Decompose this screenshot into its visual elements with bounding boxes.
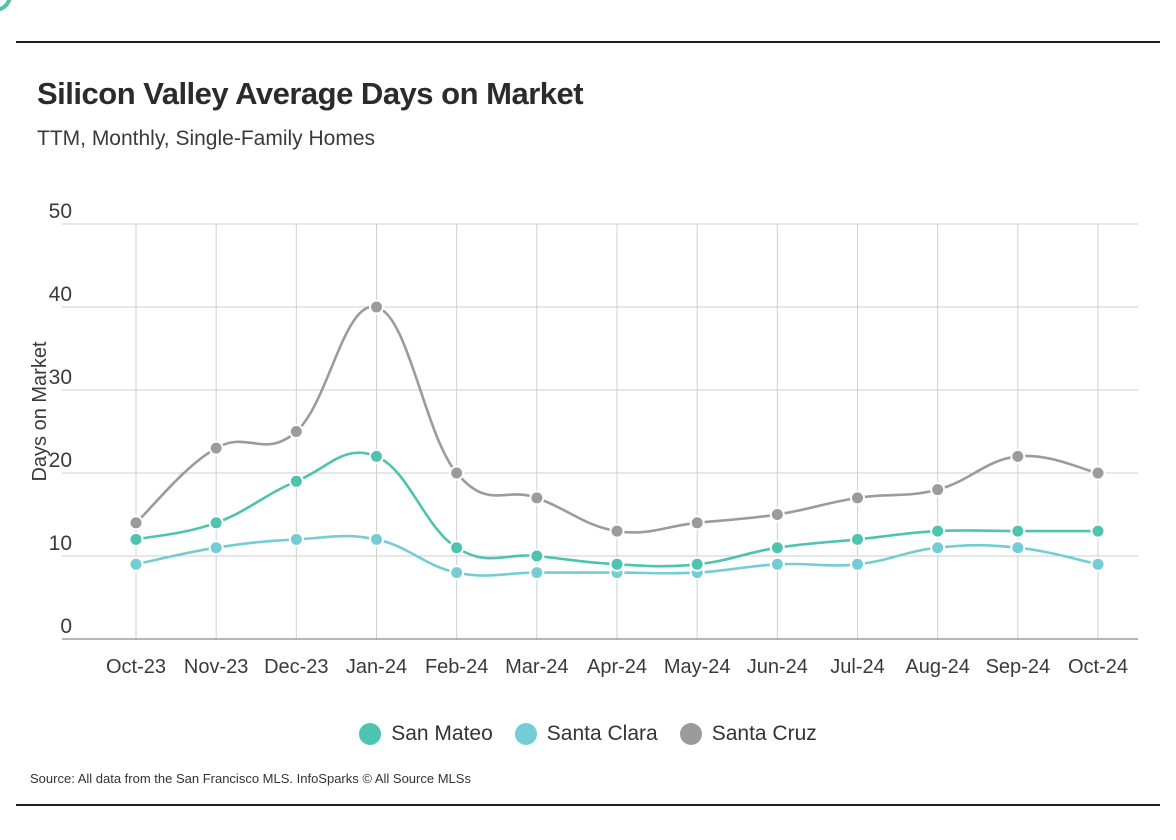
y-tick-label: 30 xyxy=(49,366,72,389)
legend-label-santa-clara: Santa Clara xyxy=(546,722,658,745)
chart-title: Silicon Valley Average Days on Market xyxy=(37,76,584,111)
x-tick-label: Aug-24 xyxy=(905,656,970,678)
x-tick-label: Mar-24 xyxy=(505,656,568,678)
data-point-santa-cruz xyxy=(850,490,865,506)
chart-legend: San Mateo Santa Clara Santa Cruz xyxy=(0,716,1176,752)
data-point-san-mateo xyxy=(529,548,545,564)
data-point-san-mateo xyxy=(369,448,384,464)
data-point-santa-cruz xyxy=(1090,465,1106,481)
data-point-san-mateo xyxy=(609,556,625,572)
x-tick-label: Jan-24 xyxy=(346,656,407,678)
line-chart: 0 10 20 30 40 50 Oct-23 Nov-23 Dec-23 Jan-24 Feb-2… xyxy=(29,200,1138,678)
data-point-santa-clara xyxy=(930,540,946,556)
grid-lines xyxy=(62,223,1138,639)
data-point-san-mateo xyxy=(449,540,465,556)
corner-accent-decoration xyxy=(0,0,18,18)
data-point-santa-cruz xyxy=(1010,448,1026,464)
data-point-santa-clara xyxy=(288,531,304,547)
data-point-santa-cruz xyxy=(769,507,785,522)
data-point-santa-clara xyxy=(769,556,785,572)
y-tick-label: 40 xyxy=(49,283,72,306)
legend-item-san-mateo: San Mateo xyxy=(359,722,493,746)
y-tick-label: 50 xyxy=(49,200,72,223)
bottom-divider xyxy=(16,804,1160,806)
top-divider xyxy=(16,41,1160,43)
data-point-santa-clara xyxy=(529,565,545,581)
x-tick-label: Apr-24 xyxy=(587,656,647,678)
data-point-santa-clara xyxy=(369,531,384,547)
legend-item-santa-clara: Santa Clara xyxy=(514,722,658,746)
data-point-santa-cruz xyxy=(288,424,304,439)
x-tick-label: Dec-23 xyxy=(264,656,328,678)
data-point-san-mateo xyxy=(1010,523,1026,539)
data-point-santa-cruz xyxy=(208,440,224,456)
source-note: Source: All data from the San Francisco … xyxy=(30,771,471,786)
data-points xyxy=(128,299,1106,581)
y-tick-label: 0 xyxy=(60,615,72,638)
data-point-san-mateo xyxy=(128,531,144,547)
data-point-santa-cruz xyxy=(369,299,384,315)
x-tick-label: Jul-24 xyxy=(830,656,884,678)
x-tick-label: Oct-23 xyxy=(106,656,166,678)
data-point-santa-clara xyxy=(1010,540,1026,556)
legend-swatch-san-mateo xyxy=(359,723,382,745)
data-point-san-mateo xyxy=(769,540,785,556)
chart-subtitle: TTM, Monthly, Single-Family Homes xyxy=(37,127,376,150)
data-point-santa-cruz xyxy=(529,490,545,506)
data-point-san-mateo xyxy=(1090,523,1106,539)
legend-swatch-santa-clara xyxy=(514,723,537,745)
data-point-san-mateo xyxy=(208,515,224,531)
legend-item-santa-cruz: Santa Cruz xyxy=(679,722,817,746)
data-point-santa-clara xyxy=(850,556,865,572)
y-axis-title: Days on Market xyxy=(29,341,51,481)
data-point-san-mateo xyxy=(850,531,865,547)
data-point-santa-cruz xyxy=(609,523,625,539)
y-tick-label: 10 xyxy=(49,532,72,555)
x-tick-label: May-24 xyxy=(664,656,731,678)
data-point-santa-cruz xyxy=(449,465,465,481)
data-point-san-mateo xyxy=(288,473,304,489)
data-point-santa-clara xyxy=(208,540,224,556)
y-tick-label: 20 xyxy=(49,449,72,472)
x-tick-label: Feb-24 xyxy=(425,656,488,678)
axes: 0 10 20 30 40 50 Oct-23 Nov-23 Dec-23 Jan-24 Feb-2… xyxy=(29,200,1138,678)
legend-label-san-mateo: San Mateo xyxy=(391,722,493,745)
legend-swatch-santa-cruz xyxy=(679,723,702,745)
data-point-san-mateo xyxy=(930,523,946,539)
legend-label-santa-cruz: Santa Cruz xyxy=(711,722,817,745)
x-tick-label: Sep-24 xyxy=(986,656,1051,678)
x-tick-label: Nov-23 xyxy=(184,656,248,678)
x-tick-label: Oct-24 xyxy=(1068,656,1128,678)
data-point-santa-cruz xyxy=(689,515,705,531)
x-tick-label: Jun-24 xyxy=(747,656,808,678)
data-point-santa-cruz xyxy=(930,482,946,498)
data-point-santa-cruz xyxy=(128,515,144,531)
data-point-santa-clara xyxy=(449,565,465,581)
data-point-santa-clara xyxy=(1090,556,1106,572)
data-point-san-mateo xyxy=(689,556,705,572)
data-point-santa-clara xyxy=(128,556,144,572)
